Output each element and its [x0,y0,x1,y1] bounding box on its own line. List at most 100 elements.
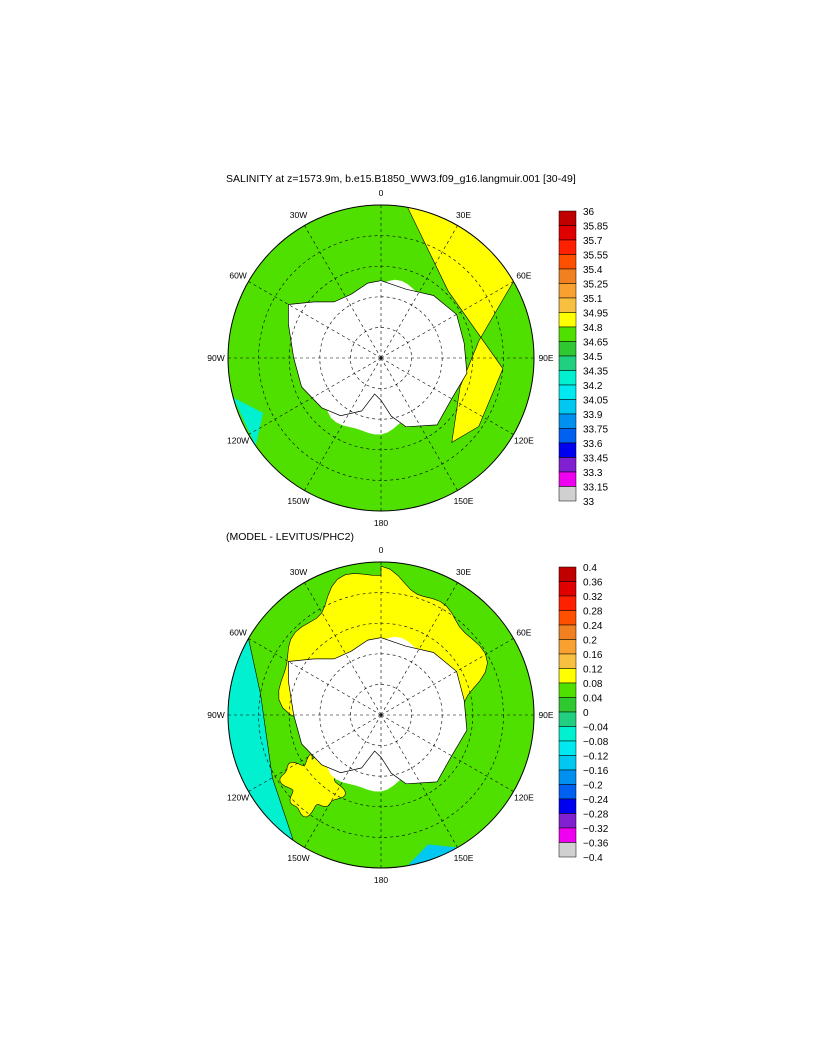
colorbar-label-1: 35.85 [583,222,608,233]
colorbar-label-4: 0.24 [583,621,603,632]
colorbar-swatch-12 [558,384,577,400]
colorbar-label-17: 33.45 [583,454,608,465]
colorbar-label-0: 36 [583,207,595,218]
colorbar-swatch-11 [558,370,577,386]
colorbar-swatch-9 [558,341,577,357]
meridian-330 [304,582,382,716]
panel2-title: (MODEL - LEVITUS/PHC2) [226,531,354,543]
colorbar-1: 36 35.85 35.7 35.55 35.4 35.25 35.1 34.95 34.8 34… [558,207,608,508]
antarctica-coastline [288,637,468,785]
colorbar-swatch-19 [558,842,577,858]
meridian-30 [380,582,458,716]
colorbar-label-10: 0 [583,708,589,719]
colorbar-label-16: 33.6 [583,439,603,450]
lon-label-7: 150W [287,853,309,863]
colorbar-label-11: −0.04 [583,723,609,734]
lon-label-3: 90E [538,353,553,363]
colorbar-swatch-12 [558,740,577,756]
colorbar-swatch-4 [558,268,577,284]
meridian-210 [304,714,382,848]
antarctica-coastline [288,280,468,428]
lon-label-0: 0 [379,188,384,198]
lon-label-9: 90W [207,353,224,363]
lon-label-4: 120E [514,436,534,446]
lon-label-10: 60W [229,271,246,281]
colorbar-swatch-2 [558,595,577,611]
meridian-210 [304,357,382,491]
map-border [227,204,535,512]
colorbar-swatch-16 [558,798,577,814]
meridian-120 [380,714,514,792]
colorbar-label-15: 33.75 [583,425,608,436]
colorbar-swatch-14 [558,769,577,785]
colorbar-label-12: −0.08 [583,737,609,748]
colorbar-label-17: −0.28 [583,810,609,821]
colorbar-label-14: −0.16 [583,766,609,777]
colorbar-swatch-13 [558,755,577,771]
colorbar-swatch-18 [558,471,577,487]
colorbar-swatch-16 [558,442,577,458]
lon-label-11: 30W [290,210,307,220]
lon-label-6: 180 [374,518,388,528]
colorbar-swatch-3 [558,610,577,626]
lon-label-5: 150E [454,853,474,863]
colorbar-swatch-9 [558,697,577,713]
colorbar-swatch-11 [558,726,577,742]
colorbar-swatch-8 [558,682,577,698]
meridian-60 [380,281,514,359]
colorbar-label-19: 33.15 [583,483,608,494]
colorbar-label-19: −0.36 [583,839,609,850]
colorbar-label-10: 34.5 [583,352,603,363]
low-salinity-patch [233,397,264,446]
lon-label-1: 30E [456,210,471,220]
colorbar-label-8: 34.8 [583,323,603,334]
lon-label-8: 120W [227,793,249,803]
lon-label-8: 120W [227,436,249,446]
negative-anomaly-patch [407,844,458,866]
meridian-240 [248,357,382,435]
colorbar-label-2: 35.7 [583,236,603,247]
colorbar-label-20: −0.4 [583,853,603,864]
lon-label-10: 60W [229,628,246,638]
colorbar-label-12: 34.2 [583,381,603,392]
meridian-300 [248,281,382,359]
colorbar-label-18: −0.32 [583,824,609,835]
lon-label-7: 150W [287,496,309,506]
meridian-30 [380,225,458,359]
colorbar-label-13: 34.05 [583,396,608,407]
colorbar-swatch-4 [558,624,577,640]
colorbar-label-5: 0.2 [583,636,597,647]
colorbar-swatch-1 [558,225,577,241]
lon-label-2: 60E [516,271,531,281]
colorbar-swatch-7 [558,312,577,328]
lon-label-1: 30E [456,567,471,577]
colorbar-label-9: 34.65 [583,338,608,349]
colorbar-label-5: 35.25 [583,280,608,291]
meridian-300 [248,638,382,716]
colorbar-label-7: 0.12 [583,665,603,676]
meridian-240 [248,714,382,792]
colorbar-2: 0.4 0.36 0.32 0.28 0.24 0.2 0.16 0.12 0.08 0.04 0 −… [558,563,609,864]
colorbar-swatch-14 [558,413,577,429]
lon-label-2: 60E [516,628,531,638]
colorbar-swatch-8 [558,326,577,342]
colorbar-swatch-1 [558,581,577,597]
colorbar-swatch-7 [558,668,577,684]
map-panel-2: 0 30E 60E 90E 120E 150E 180 150W 120W 90W 60W 30W 0.… [207,545,608,885]
meridian-150 [380,714,458,848]
colorbar-swatch-6 [558,653,577,669]
colorbar-label-4: 35.4 [583,265,603,276]
colorbar-swatch-10 [558,711,577,727]
map-panel-1: 0 30E 60E 90E 120E 150E 180 150W 120W 90W 60W 30W 36… [207,188,608,528]
colorbar-label-13: −0.12 [583,752,609,763]
colorbar-label-7: 34.95 [583,309,608,320]
colorbar-label-3: 35.55 [583,251,608,262]
colorbar-label-8: 0.08 [583,679,603,690]
colorbar-swatch-0 [558,566,577,582]
colorbar-label-2: 0.32 [583,592,603,603]
colorbar-swatch-0 [558,210,577,226]
colorbar-label-3: 0.28 [583,607,603,618]
colorbar-swatch-2 [558,239,577,255]
colorbar-label-6: 35.1 [583,294,603,305]
